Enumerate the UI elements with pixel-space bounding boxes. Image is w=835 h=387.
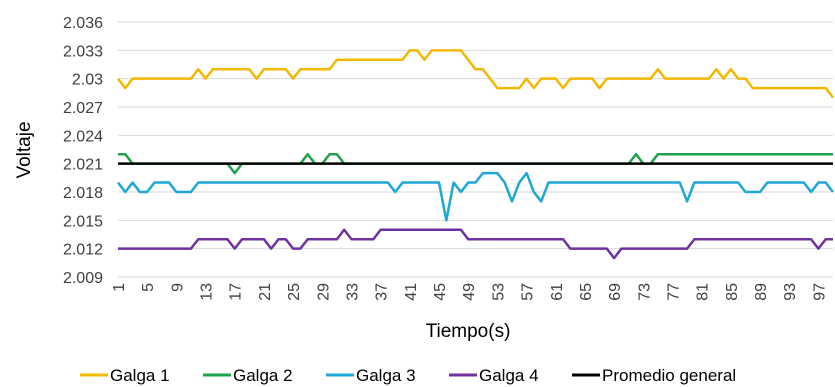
y-tick-label: 2.015 — [63, 213, 103, 230]
y-axis-tick-labels: 2.036 2.033 2.03 2.027 2.024 2.021 2.018 2.015 2… — [63, 15, 103, 287]
series-line-3 — [117, 171, 834, 222]
y-tick-label: 2.03 — [72, 72, 103, 89]
x-tick-label: 77 — [665, 283, 682, 301]
y-tick-label: 2.021 — [63, 157, 103, 174]
x-tick-label: 5 — [140, 283, 157, 292]
y-axis-title: Voltaje — [14, 121, 35, 178]
x-tick-label: 45 — [432, 283, 449, 301]
x-tick-label: 1 — [111, 283, 128, 292]
y-tick-label: 2.036 — [63, 15, 103, 32]
y-tick-label: 2.033 — [63, 43, 103, 60]
legend-label-5: Promedio general — [602, 366, 736, 385]
x-axis-title: Tiempo(s) — [426, 321, 511, 342]
legend-label-2: Galga 2 — [233, 366, 293, 385]
series-line-1 — [117, 49, 834, 99]
y-tick-label: 2.012 — [63, 242, 103, 259]
x-tick-label: 33 — [344, 283, 361, 301]
x-tick-label: 73 — [636, 283, 653, 301]
x-tick-label: 41 — [403, 283, 420, 301]
x-tick-label: 25 — [286, 283, 303, 301]
x-tick-label: 69 — [607, 283, 624, 301]
x-tick-label: 17 — [228, 283, 245, 301]
series-line-4 — [118, 228, 833, 260]
y-tick-label: 2.027 — [63, 100, 103, 117]
series-lines — [117, 49, 834, 260]
x-tick-label: 49 — [461, 283, 478, 301]
y-tick-label: 2.009 — [63, 270, 103, 287]
x-tick-label: 81 — [695, 283, 712, 301]
x-tick-label: 9 — [169, 283, 186, 292]
x-tick-label: 93 — [782, 283, 799, 301]
x-tick-label: 89 — [753, 283, 770, 301]
x-tick-label: 57 — [520, 283, 537, 301]
x-tick-label: 53 — [490, 283, 507, 301]
x-tick-label: 29 — [315, 283, 332, 301]
legend-label-3: Galga 3 — [356, 366, 416, 385]
y-tick-label: 2.018 — [63, 185, 103, 202]
x-tick-label: 21 — [257, 283, 274, 301]
legend-label-1: Galga 1 — [110, 366, 170, 385]
x-tick-label: 97 — [811, 283, 828, 301]
x-tick-label: 13 — [199, 283, 216, 301]
legend-label-4: Galga 4 — [479, 366, 539, 385]
x-axis-tick-labels: 1 5 9 13 17 21 25 29 33 37 41 45 49 53 57 61 65 69 73 77 81 8… — [111, 283, 828, 301]
x-tick-label: 85 — [724, 283, 741, 301]
x-tick-label: 61 — [549, 283, 566, 301]
x-tick-label: 37 — [374, 283, 391, 301]
legend: Galga 1 Galga 2 Galga 3 Galga 4 Promedio gen… — [80, 366, 736, 385]
y-tick-label: 2.024 — [63, 128, 103, 145]
x-tick-label: 65 — [578, 283, 595, 301]
